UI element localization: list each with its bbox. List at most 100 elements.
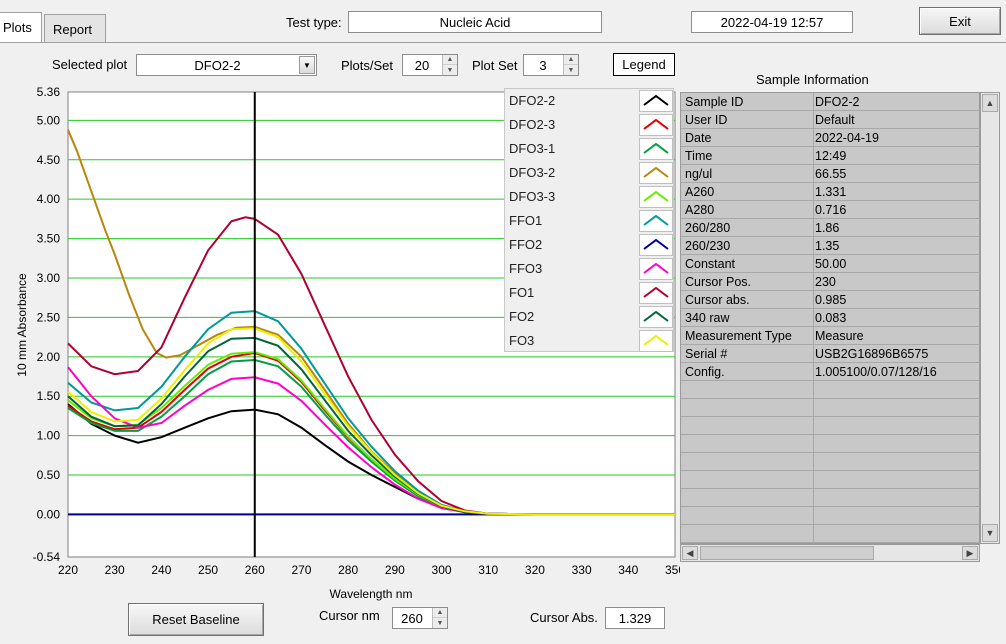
series-lines [67,129,675,516]
series-line-fo1 [67,216,675,516]
decrement-arrow-icon[interactable]: ▼ [443,65,457,75]
table-row: Time 12:49 [681,147,980,165]
table-row: Config. 1.005100/0.07/128/16 [681,363,980,381]
table-row [681,489,980,507]
legend-button[interactable]: Legend [613,53,675,76]
scroll-down-icon[interactable]: ▼ [982,524,998,542]
legend-label: FFO2 [509,237,543,252]
plot-set-stepper[interactable]: 3 ▲ ▼ [523,54,579,76]
test-type-label: Test type: [286,15,342,30]
table-row: Cursor abs. 0.985 [681,291,980,309]
legend-swatch [639,138,673,160]
y-tick-label: 3.50 [37,232,61,246]
exit-button[interactable]: Exit [919,7,1001,35]
table-value: Measure [815,329,864,343]
x-axis-label: Wavelength nm [330,587,413,601]
sample-info-title: Sample Information [756,72,869,87]
y-tick-label: 2.50 [37,310,61,324]
legend-label: DFO3-2 [509,165,556,180]
reset-baseline-button[interactable]: Reset Baseline [128,603,264,636]
legend-swatch [639,258,673,280]
table-value: 230 [815,275,836,289]
legend-label: FO1 [509,285,535,300]
table-row: 340 raw 0.083 [681,309,980,327]
table-row [681,507,980,525]
horizontal-scrollbar[interactable]: ◀ ▶ [680,544,980,562]
test-type-field: Nucleic Acid [348,11,602,33]
table-row [681,471,980,489]
table-value: Default [815,113,855,127]
table-row [681,381,980,399]
chevron-down-icon[interactable]: ▼ [299,56,315,74]
y-tick-label: 0.50 [37,468,61,482]
decrement-arrow-icon[interactable]: ▼ [433,618,447,628]
y-tick-label: 5.00 [37,113,61,127]
table-row: Date 2022-04-19 [681,129,980,147]
legend-entry: FO3 [505,329,675,353]
y-tick-label: 1.00 [37,429,61,443]
scroll-thumb[interactable] [700,546,874,560]
table-value: 50.00 [815,257,847,271]
scroll-left-icon[interactable]: ◀ [682,546,698,560]
y-tick-label: 3.00 [37,271,61,285]
table-row [681,525,980,543]
table-value: 1.005100/0.07/128/16 [815,365,937,379]
table-value: 1.331 [815,185,847,199]
plots-per-set-stepper[interactable]: 20 ▲ ▼ [402,54,458,76]
increment-arrow-icon[interactable]: ▲ [564,55,578,65]
table-key: Config. [685,365,725,379]
table-value: 66.55 [815,167,847,181]
decrement-arrow-icon[interactable]: ▼ [564,65,578,75]
table-row: User ID Default [681,111,980,129]
y-tick-label: -0.54 [33,550,61,564]
legend-entry: DFO2-2 [505,89,675,113]
y-tick-label: 2.00 [37,350,61,364]
increment-arrow-icon[interactable]: ▲ [433,608,447,618]
scroll-up-icon[interactable]: ▲ [982,94,998,112]
legend-label: DFO2-2 [509,93,556,108]
table-value: 0.716 [815,203,847,217]
table-row: 260/280 1.86 [681,219,980,237]
x-tick-label: 310 [478,563,498,577]
table-key: User ID [685,113,728,127]
legend-entry: DFO3-2 [505,161,675,185]
x-tick-label: 320 [525,563,545,577]
table-key: Measurement Type [685,329,792,343]
plots-per-set-value[interactable]: 20 [414,57,430,73]
scroll-right-icon[interactable]: ▶ [962,546,978,560]
cursor-abs-label: Cursor Abs. [530,610,598,625]
table-row: A280 0.716 [681,201,980,219]
selected-plot-dropdown[interactable]: DFO2-2 ▼ [136,54,317,76]
table-key: Sample ID [685,95,744,109]
x-tick-label: 240 [151,563,171,577]
legend-swatch [639,210,673,232]
y-tick-label: 4.50 [37,153,61,167]
x-tick-label: 220 [58,563,78,577]
legend-swatch [639,306,673,328]
vertical-scrollbar[interactable]: ▲ ▼ [980,92,1000,544]
x-tick-label: 270 [291,563,311,577]
table-value: 0.985 [815,293,847,307]
cursor-nm-stepper[interactable]: 260 ▲ ▼ [392,607,448,629]
table-key: 340 raw [685,311,730,325]
selected-plot-value: DFO2-2 [194,57,241,73]
plot-set-value[interactable]: 3 [539,57,547,73]
legend-entry: FFO1 [505,209,675,233]
legend-entry: DFO3-3 [505,185,675,209]
table-value: USB2G16896B6575 [815,347,929,361]
table-row [681,453,980,471]
x-tick-label: 300 [432,563,452,577]
cursor-nm-label: Cursor nm [319,608,380,623]
table-row: 260/230 1.35 [681,237,980,255]
legend-entry: FO2 [505,305,675,329]
plots-per-set-label: Plots/Set [341,58,394,73]
tab-plots[interactable]: Plots [0,12,42,42]
increment-arrow-icon[interactable]: ▲ [443,55,457,65]
legend-swatch [639,330,673,352]
legend-swatch [639,186,673,208]
cursor-nm-value[interactable]: 260 [401,610,423,626]
tab-report[interactable]: Report [44,14,106,42]
tab-strip-border [0,42,1006,43]
legend-label: DFO2-3 [509,117,556,132]
selected-plot-label: Selected plot [52,57,128,72]
